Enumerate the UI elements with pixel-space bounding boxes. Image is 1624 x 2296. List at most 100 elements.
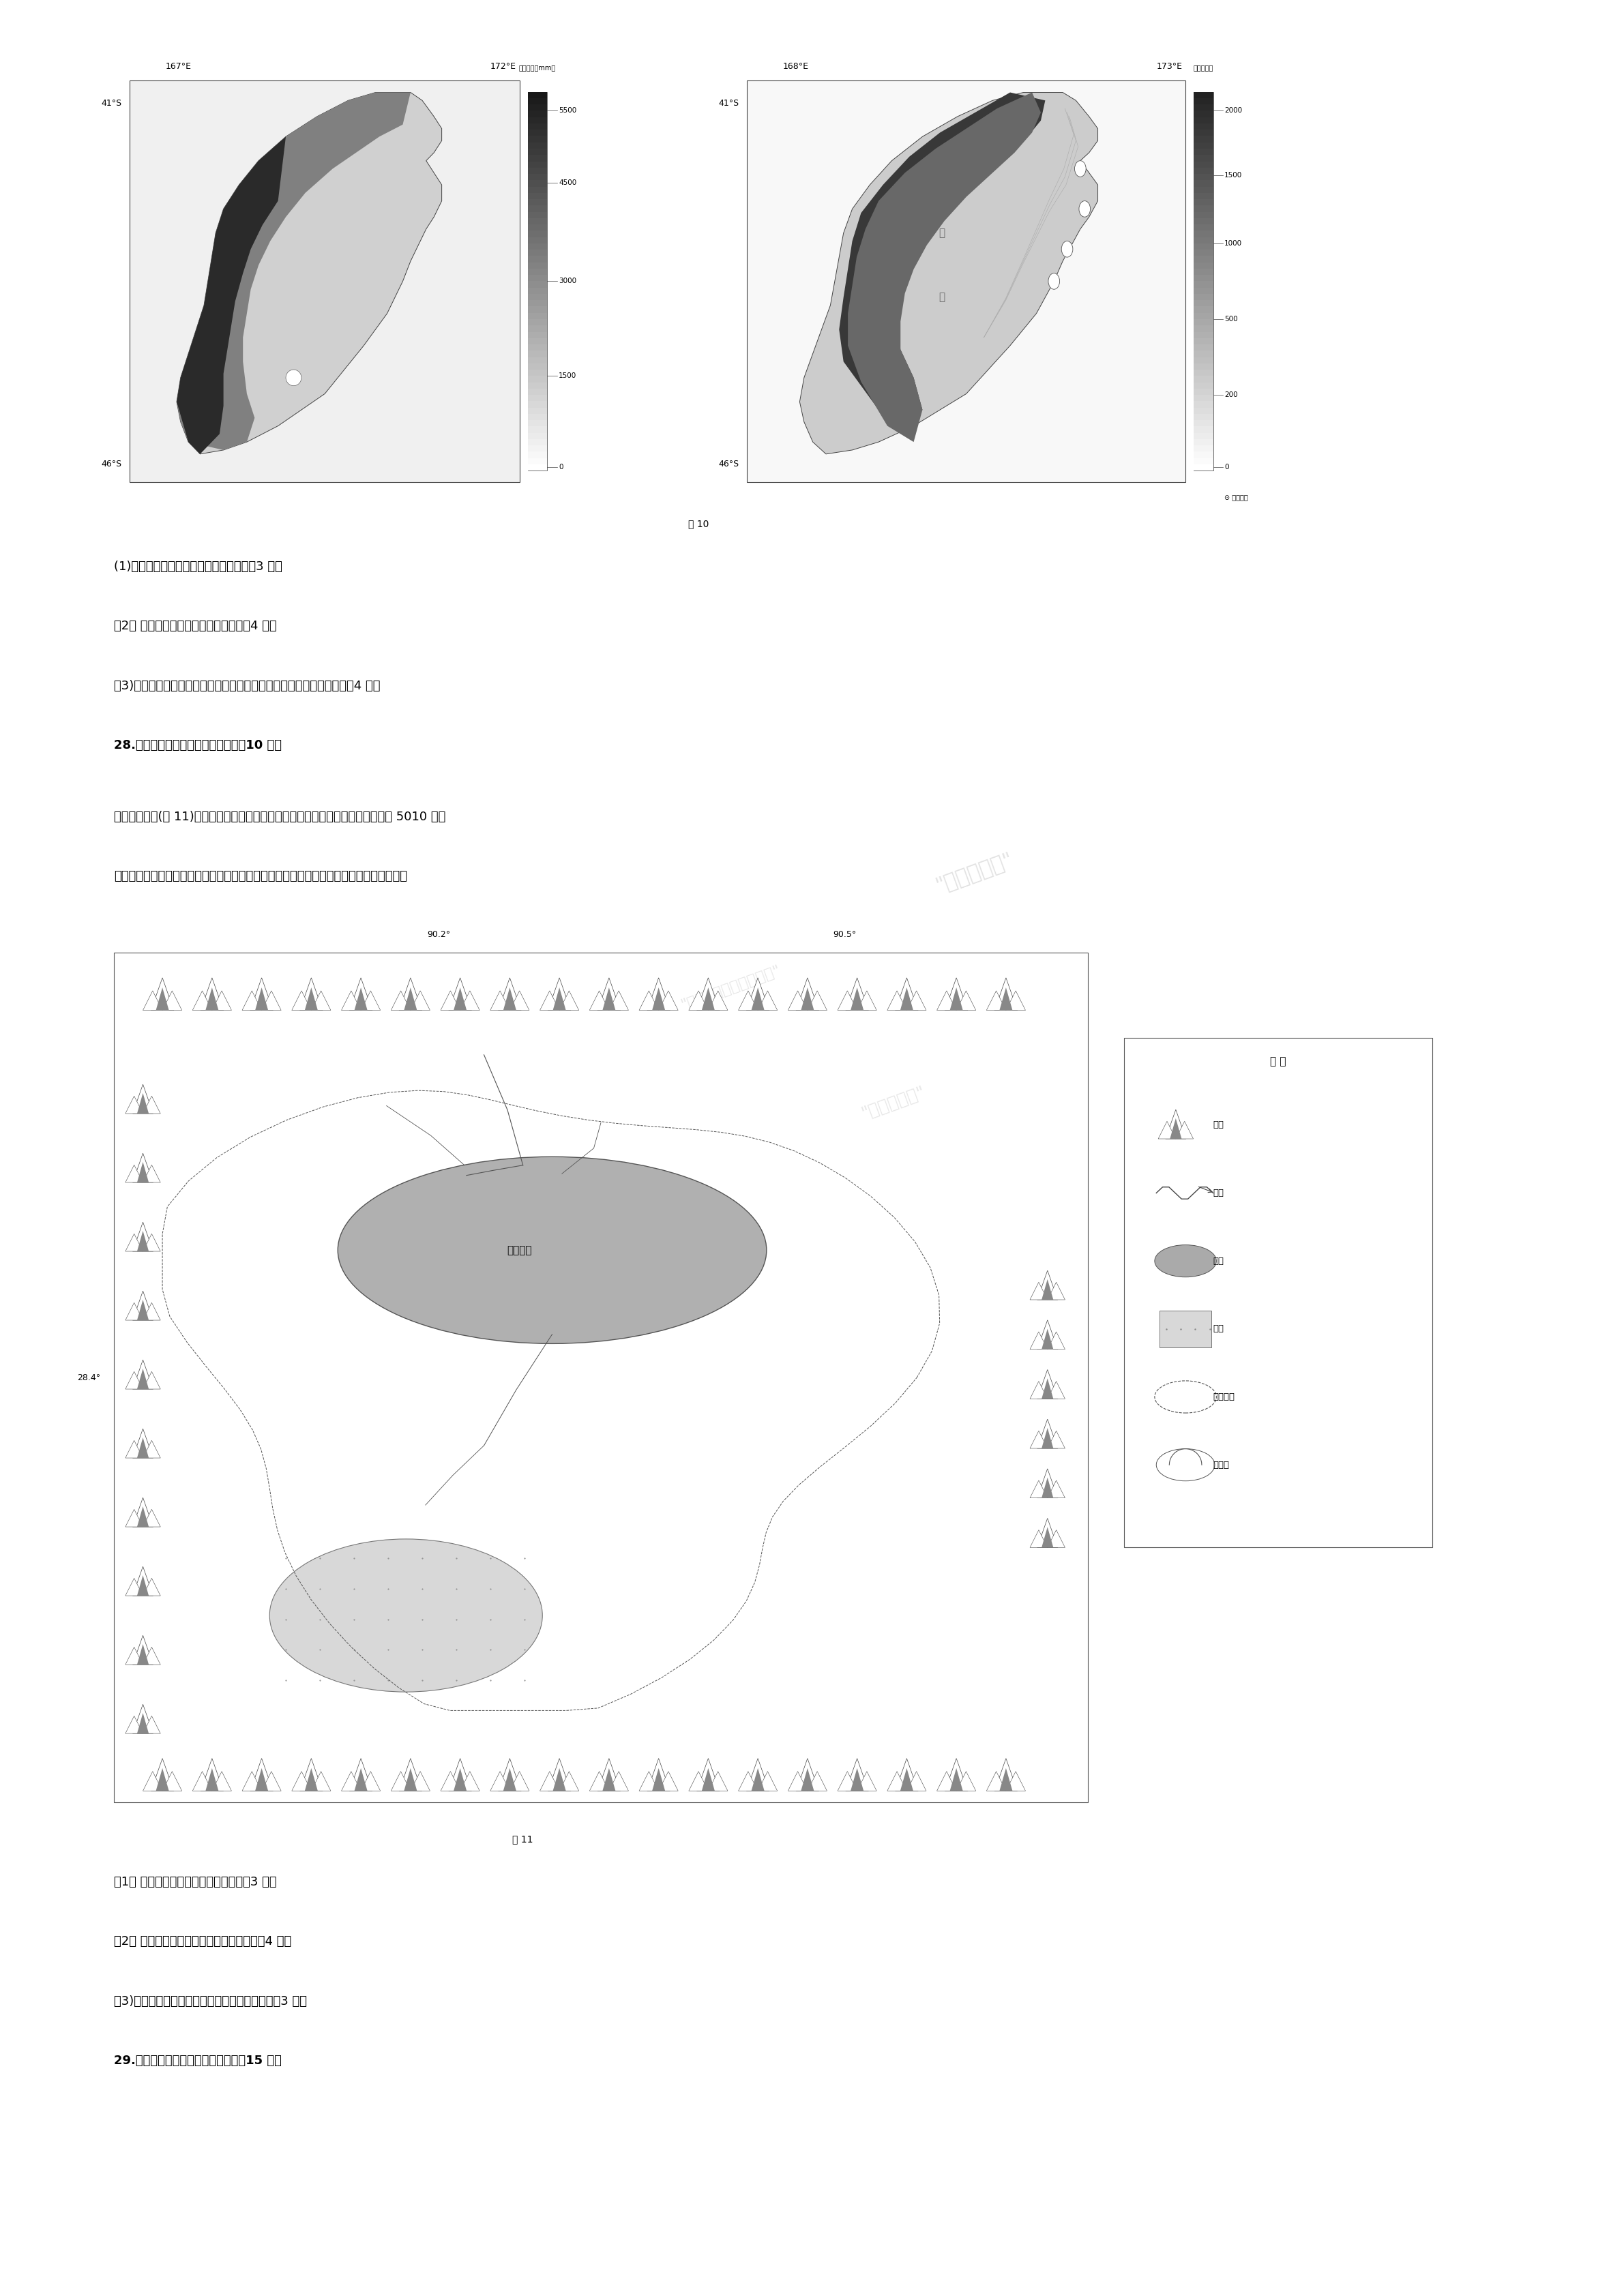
Polygon shape	[906, 1773, 926, 1791]
Polygon shape	[609, 1773, 628, 1791]
Polygon shape	[937, 1773, 957, 1791]
Text: 图 例: 图 例	[1270, 1056, 1286, 1065]
Polygon shape	[648, 978, 671, 1010]
Polygon shape	[349, 978, 372, 1010]
Polygon shape	[653, 987, 666, 1010]
Polygon shape	[143, 1715, 161, 1733]
Text: （3)从地形地势的角度，分析南岛小麦种植区主要分布在东部的原因。（4 分）: （3)从地形地势的角度，分析南岛小麦种植区主要分布在东部的原因。（4 分）	[114, 680, 380, 691]
Bar	[528, 351, 547, 356]
Polygon shape	[136, 1506, 149, 1527]
Text: 0: 0	[1224, 464, 1229, 471]
Text: 500: 500	[1224, 317, 1237, 321]
Bar	[1194, 236, 1213, 243]
Polygon shape	[125, 1371, 143, 1389]
Bar	[528, 333, 547, 338]
Polygon shape	[708, 992, 728, 1010]
Polygon shape	[125, 1577, 143, 1596]
Polygon shape	[341, 992, 361, 1010]
Bar	[528, 344, 547, 351]
Polygon shape	[1047, 1281, 1065, 1300]
Polygon shape	[151, 978, 174, 1010]
Polygon shape	[133, 1290, 153, 1320]
Polygon shape	[539, 1773, 559, 1791]
Polygon shape	[1041, 1378, 1054, 1398]
Polygon shape	[213, 992, 232, 1010]
Polygon shape	[499, 978, 521, 1010]
Bar	[528, 161, 547, 168]
Bar	[1194, 269, 1213, 276]
Polygon shape	[900, 1768, 913, 1791]
Polygon shape	[510, 1773, 529, 1791]
Bar	[528, 420, 547, 427]
Polygon shape	[702, 1768, 715, 1791]
Polygon shape	[552, 987, 565, 1010]
Text: 河流: 河流	[1213, 1189, 1224, 1199]
Text: 1000: 1000	[1224, 241, 1242, 246]
Bar	[1194, 168, 1213, 174]
Text: 1500: 1500	[559, 372, 577, 379]
Polygon shape	[937, 992, 957, 1010]
Polygon shape	[341, 1773, 361, 1791]
Polygon shape	[133, 1635, 153, 1665]
Polygon shape	[603, 987, 615, 1010]
Polygon shape	[945, 1759, 968, 1791]
Bar	[1194, 427, 1213, 434]
Polygon shape	[391, 992, 411, 1010]
Polygon shape	[1030, 1382, 1047, 1398]
Polygon shape	[206, 987, 219, 1010]
Polygon shape	[193, 992, 213, 1010]
Bar	[1194, 218, 1213, 225]
Bar	[528, 406, 547, 413]
Text: 洋: 洋	[939, 292, 945, 303]
Polygon shape	[261, 992, 281, 1010]
Polygon shape	[143, 1646, 161, 1665]
Bar	[1194, 174, 1213, 181]
Text: 平: 平	[939, 227, 945, 239]
Bar	[1194, 351, 1213, 356]
Polygon shape	[906, 992, 926, 1010]
Polygon shape	[349, 1759, 372, 1791]
Polygon shape	[133, 1566, 153, 1596]
Bar	[1194, 356, 1213, 363]
Bar	[528, 402, 547, 409]
Bar	[1194, 204, 1213, 211]
Polygon shape	[739, 992, 758, 1010]
Bar	[1194, 250, 1213, 255]
Text: 海拔（米）: 海拔（米）	[1194, 64, 1213, 71]
Ellipse shape	[338, 1157, 767, 1343]
Polygon shape	[242, 1773, 261, 1791]
Polygon shape	[143, 1508, 161, 1527]
Bar	[1194, 464, 1213, 471]
Polygon shape	[300, 1759, 323, 1791]
Text: 0: 0	[559, 464, 564, 471]
Polygon shape	[133, 1221, 153, 1251]
Bar	[1194, 117, 1213, 124]
Polygon shape	[404, 987, 417, 1010]
Polygon shape	[201, 1759, 224, 1791]
Polygon shape	[1038, 1320, 1057, 1350]
Bar	[528, 363, 547, 370]
Polygon shape	[887, 992, 906, 1010]
Bar	[528, 388, 547, 395]
Polygon shape	[1047, 1430, 1065, 1449]
Polygon shape	[400, 978, 422, 1010]
Bar	[528, 370, 547, 377]
Text: 图 11: 图 11	[513, 1835, 533, 1844]
Bar	[528, 395, 547, 402]
Polygon shape	[747, 1759, 770, 1791]
Bar	[528, 269, 547, 276]
Polygon shape	[250, 1759, 273, 1791]
Bar	[1194, 333, 1213, 338]
Polygon shape	[1176, 1120, 1194, 1139]
Text: 4500: 4500	[559, 179, 577, 186]
Polygon shape	[559, 1773, 578, 1791]
Polygon shape	[448, 1759, 471, 1791]
Polygon shape	[136, 1231, 149, 1251]
Bar	[1194, 338, 1213, 344]
Polygon shape	[1030, 1529, 1047, 1548]
Bar	[1194, 344, 1213, 351]
Bar	[528, 92, 547, 99]
Bar	[528, 211, 547, 218]
Bar	[1194, 402, 1213, 409]
Polygon shape	[1038, 1419, 1057, 1449]
